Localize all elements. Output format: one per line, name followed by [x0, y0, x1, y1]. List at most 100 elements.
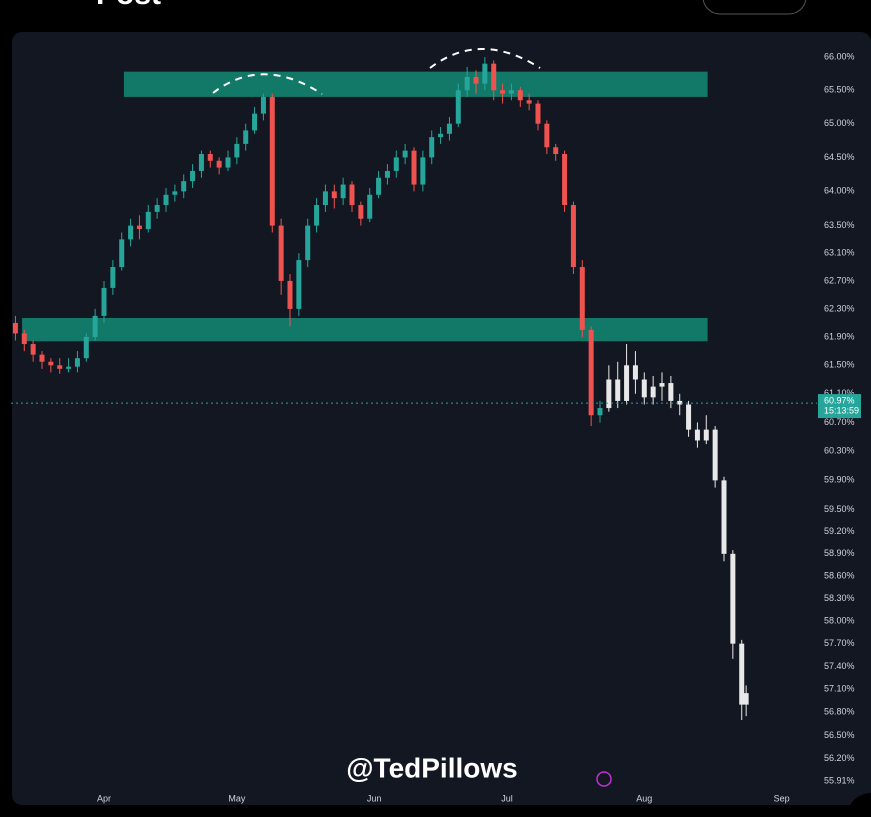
y-tick-label: 61.90%: [824, 331, 855, 341]
watermark: @TedPillows: [346, 752, 517, 783]
candle-body: [119, 239, 125, 268]
candle-body: [243, 130, 249, 144]
candle-body: [446, 123, 452, 134]
candle-body: [172, 191, 178, 195]
candle-body: [331, 191, 337, 199]
y-tick-label: 62.30%: [824, 303, 855, 313]
top-arc: [429, 48, 541, 69]
y-tick-label: 59.20%: [824, 526, 855, 536]
candle-body: [508, 90, 514, 94]
y-tick-label: 65.00%: [824, 118, 855, 128]
y-tick-label: 55.91%: [824, 776, 855, 786]
y-tick-label: 56.50%: [824, 730, 855, 740]
y-tick-label: 56.20%: [824, 753, 855, 763]
candle-body: [473, 76, 479, 84]
candle-body: [30, 344, 36, 355]
candle-body: [322, 191, 328, 206]
y-tick-label: 58.00%: [824, 615, 855, 625]
top-arc: [212, 73, 323, 95]
candle-body: [632, 365, 638, 380]
last-price-tag: [818, 394, 861, 419]
candle-body: [606, 379, 612, 409]
last-price-label: 60.97%: [824, 395, 855, 405]
y-tick-label: 63.10%: [824, 248, 855, 258]
candle-body: [12, 322, 18, 334]
candle-body: [703, 429, 709, 441]
candle-body: [57, 365, 63, 369]
y-tick-label: 58.90%: [824, 548, 855, 558]
candle-body: [234, 143, 240, 158]
candle-body: [668, 383, 674, 401]
candle-body: [190, 170, 196, 182]
candle-body: [269, 96, 275, 226]
zone: [123, 71, 708, 97]
candle-body: [216, 160, 222, 168]
y-tick-label: 56.80%: [824, 707, 855, 717]
y-tick-label: 57.40%: [824, 661, 855, 671]
candle-body: [743, 693, 749, 705]
y-tick-label: 64.00%: [824, 186, 855, 196]
y-tick-label: 57.10%: [824, 684, 855, 694]
candle-body: [650, 386, 656, 398]
y-tick-label: 60.70%: [824, 417, 855, 427]
candle-body: [482, 63, 488, 84]
candle-body: [535, 103, 541, 124]
candle-body: [110, 267, 116, 288]
icon: [596, 771, 612, 787]
candle-body: [358, 205, 364, 219]
candle-body: [314, 205, 320, 226]
candle-body: [66, 366, 72, 369]
candle-body: [145, 211, 151, 230]
candle-body: [252, 113, 258, 131]
y-tick-label: 58.60%: [824, 570, 855, 580]
candle-body: [128, 225, 134, 240]
candle-body: [74, 358, 80, 367]
x-tick-label: Apr: [97, 793, 111, 803]
y-tick-label: 66.00%: [824, 51, 855, 61]
candle-body: [393, 157, 399, 171]
header-button[interactable]: [702, 0, 807, 15]
x-tick-label: Jun: [367, 793, 382, 803]
zone: [22, 317, 708, 342]
candle-body: [340, 184, 346, 199]
candle-body: [517, 90, 523, 101]
candle-body: [376, 177, 382, 195]
candle-body: [694, 429, 700, 441]
candle-body: [455, 90, 461, 124]
candle-body: [730, 553, 736, 644]
x-tick-label: May: [228, 793, 246, 803]
candle-body: [526, 100, 532, 104]
countdown: 15:13:59: [824, 405, 859, 415]
candle-body: [198, 154, 204, 171]
y-tick-label: 62.70%: [824, 275, 855, 285]
candle-body: [260, 96, 266, 114]
candle-body: [641, 379, 647, 398]
y-tick-label: 58.30%: [824, 593, 855, 603]
y-tick-label: 61.50%: [824, 360, 855, 370]
candle-body: [686, 404, 692, 430]
candle-body: [367, 194, 373, 219]
candle-body: [553, 147, 559, 155]
header-title: Post: [96, 0, 161, 11]
candle-body: [154, 205, 160, 212]
candle-body: [136, 225, 142, 230]
candle-body: [420, 157, 426, 185]
candle-body: [588, 329, 594, 416]
candle-body: [163, 194, 169, 206]
candle-body: [438, 133, 444, 138]
candle-body: [287, 280, 293, 309]
candle-body: [500, 90, 506, 94]
y-tick-label: 57.70%: [824, 638, 855, 648]
candle-body: [570, 205, 576, 268]
candle-body: [712, 429, 718, 481]
candle-body: [384, 170, 390, 178]
candle-body: [305, 225, 311, 261]
candle-body: [92, 315, 98, 337]
candle-body: [721, 480, 727, 554]
y-tick-label: 61.10%: [824, 388, 855, 398]
candle-body: [677, 400, 683, 405]
y-tick-label: 65.50%: [824, 85, 855, 95]
candle-body: [464, 76, 470, 91]
y-tick-label: 64.50%: [824, 152, 855, 162]
candle-body: [562, 154, 568, 206]
